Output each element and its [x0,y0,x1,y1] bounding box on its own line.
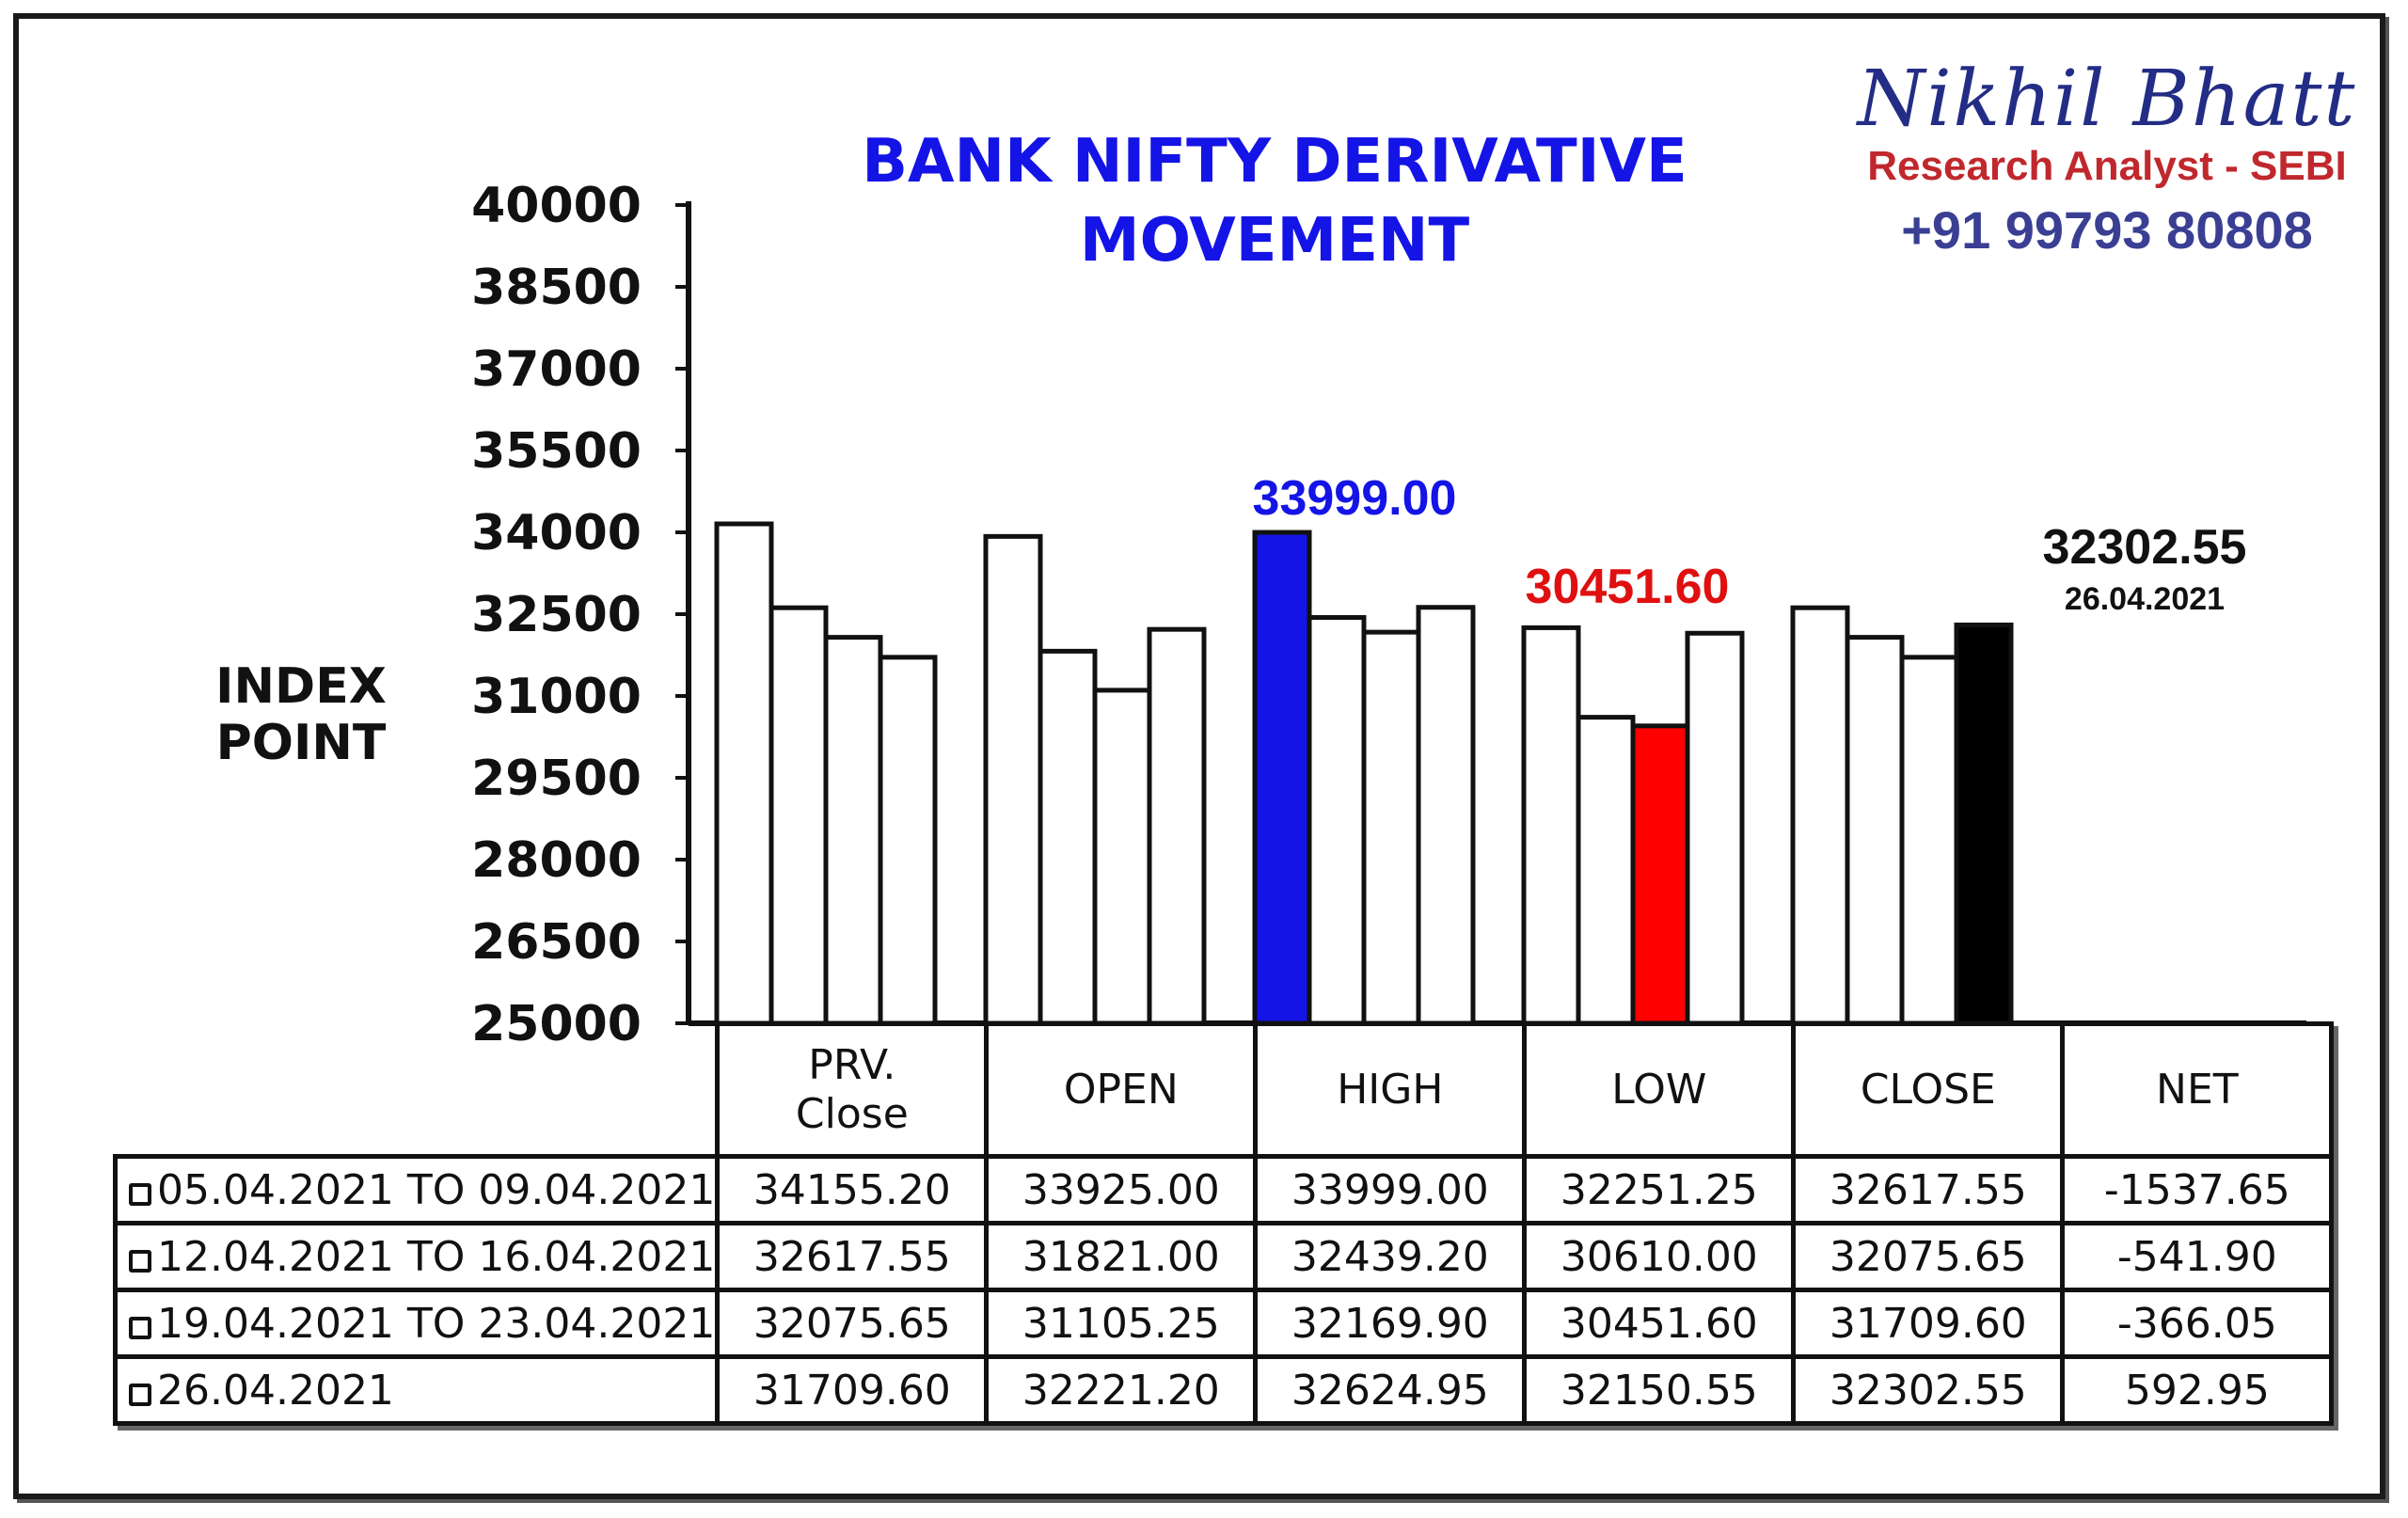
bar-4-0 [1790,605,1850,1026]
table-cell: 32439.20 [1253,1221,1528,1292]
bar-1-0 [983,533,1043,1026]
y-tick-label: 28000 [471,832,642,889]
table-cell: 32617.55 [1791,1154,2066,1225]
table-cell: 30451.60 [1522,1288,1797,1359]
col-header-prv-close: PRV. Close [715,1021,990,1159]
bar-2-1 [1307,615,1367,1026]
bar-0-3 [878,655,938,1026]
legend-swatch-icon [129,1182,151,1206]
y-tick-label: 34000 [471,505,642,561]
table-cell: 32251.25 [1522,1154,1797,1225]
table-cell: 31105.25 [984,1288,1259,1359]
legend-label: 19.04.2021 TO 23.04.2021 [157,1299,716,1348]
table-cell: 32302.55 [1791,1354,2066,1426]
table-row: 19.04.2021 TO 23.04.2021 32075.65 31105.25… [112,1288,2335,1359]
table-cell: -541.90 [2060,1221,2335,1292]
table-cell: 32075.65 [1791,1221,2066,1292]
table-corner [116,1024,718,1157]
brand-phone: +91 99793 80808 [1901,200,2313,260]
table-row: 12.04.2021 TO 16.04.2021 32617.55 31821.00… [112,1221,2335,1292]
y-tick-label: 25000 [471,996,642,1052]
y-axis-label: INDEX POINT [215,658,387,771]
table-cell: 32221.20 [984,1354,1259,1426]
table-cell: 32150.55 [1522,1354,1797,1426]
table-row: 26.04.2021 31709.60 32221.20 32624.95 32150.… [112,1354,2335,1426]
data-table: PRV. Close OPEN HIGH LOW CLOSE NET 05.04… [112,1021,2335,1426]
table-cell: -1537.65 [2060,1154,2335,1225]
bar-2-3 [1416,605,1476,1026]
col-header-close: CLOSE [1791,1021,2066,1159]
legend-label: 05.04.2021 TO 09.04.2021 [157,1165,716,1214]
y-tick-label: 37000 [471,341,642,398]
y-tick-label: 29500 [471,751,642,807]
legend-label: 12.04.2021 TO 16.04.2021 [157,1232,716,1281]
brand-role: Research Analyst - SEBI [1867,143,2347,189]
col-header-prv-close-label: PRV. Close [795,1041,909,1138]
col-header-high: HIGH [1253,1021,1528,1159]
table-row: 05.04.2021 TO 09.04.2021 34155.20 33925.00… [112,1154,2335,1225]
table-cell: 30610.00 [1522,1221,1797,1292]
legend-swatch-icon [129,1249,151,1273]
table-cell: 32169.90 [1253,1288,1528,1359]
col-header-low: LOW [1522,1021,1797,1159]
bar-0-0 [714,521,774,1026]
y-tick-label: 26500 [471,914,642,971]
y-tick-label: 38500 [471,260,642,316]
table-cell: 31709.60 [1791,1288,2066,1359]
chart-title-line1: BANK NIFTY DERIVATIVE [862,127,1687,197]
bar-3-1 [1576,715,1636,1026]
bar-1-1 [1038,648,1098,1026]
table-cell: 32624.95 [1253,1354,1528,1426]
bar-3-3 [1685,630,1745,1026]
legend-label: 26.04.2021 [157,1366,394,1415]
table-cell: -366.05 [2060,1288,2335,1359]
brand-name: Nikhil Bhatt [1857,55,2357,144]
table-row-label: 05.04.2021 TO 09.04.2021 [112,1154,721,1225]
bar-2-2 [1361,629,1421,1026]
legend-swatch-icon [129,1383,151,1406]
col-header-open: OPEN [984,1021,1259,1159]
legend-swatch-icon [129,1316,151,1339]
table-cell: 31821.00 [984,1221,1259,1292]
col-header-net: NET [2060,1021,2335,1159]
bar-4-2 [1899,655,1959,1026]
y-tick-label: 31000 [471,669,642,725]
bar-4-1 [1845,635,1905,1026]
table-row-label: 26.04.2021 [112,1354,721,1426]
table-cell: 592.95 [2060,1354,2335,1426]
table-cell: 32075.65 [715,1288,990,1359]
close-date-annotation: 26.04.2021 [2064,581,2226,617]
bar-2-0 [1252,530,1312,1026]
y-tick-label: 32500 [471,587,642,643]
table-cell: 31709.60 [715,1354,990,1426]
close-annotation: 32302.55 [2042,520,2247,575]
table-row-label: 19.04.2021 TO 23.04.2021 [112,1288,721,1359]
table-cell: 32617.55 [715,1221,990,1292]
bar-0-1 [768,605,829,1026]
y-tick-label: 35500 [471,423,642,480]
table-cell: 33999.00 [1253,1154,1528,1225]
low-annotation: 30451.60 [1525,560,1730,614]
table-header-row: PRV. Close OPEN HIGH LOW CLOSE NET [116,1021,2335,1159]
bar-4-3 [1954,622,2014,1026]
bar-3-2 [1630,723,1690,1026]
table-cell: 33925.00 [984,1154,1259,1225]
y-tick-label: 40000 [471,178,642,234]
bar-1-2 [1092,688,1152,1026]
high-annotation: 33999.00 [1252,471,1457,526]
bar-3-0 [1521,625,1581,1026]
table-row-label: 12.04.2021 TO 16.04.2021 [112,1221,721,1292]
bar-0-2 [823,635,883,1026]
chart-title: BANK NIFTY DERIVATIVE MOVEMENT [828,122,1721,280]
chart-title-line2: MOVEMENT [1079,206,1470,276]
table-cell: 34155.20 [715,1154,990,1225]
bar-1-3 [1147,626,1207,1026]
